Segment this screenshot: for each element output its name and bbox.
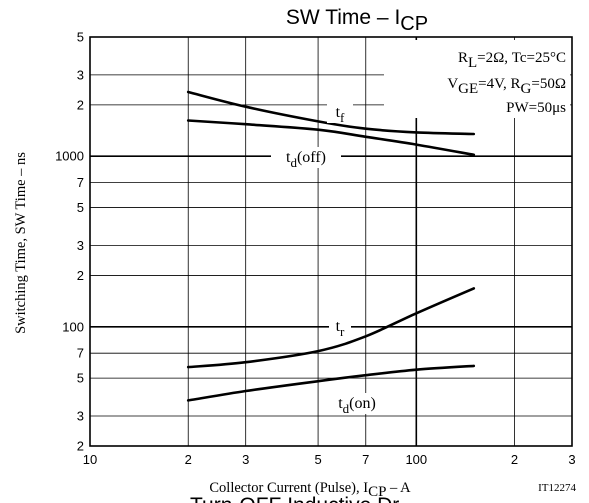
x-tick-label: 3 bbox=[568, 452, 575, 467]
x-tick-label: 10 bbox=[83, 452, 97, 467]
y-tick-label: 2 bbox=[77, 268, 84, 283]
x-tick-label: 100 bbox=[405, 452, 427, 467]
series-label-tr: tr bbox=[336, 318, 345, 339]
x-axis-label-tail: – A bbox=[386, 480, 411, 496]
chart-title: SW Time – ICP bbox=[286, 6, 428, 35]
chart-title-sub: CP bbox=[400, 13, 428, 35]
plot-frame bbox=[89, 36, 573, 447]
series-label-tdon-sub: d bbox=[343, 401, 350, 416]
series-label-tdoff-sub: d bbox=[290, 155, 297, 170]
y-tick-label: 2 bbox=[77, 97, 84, 112]
y-tick-label: 5 bbox=[77, 371, 84, 386]
series-label-tdoff-bg bbox=[271, 147, 341, 168]
y-tick-label: 1000 bbox=[55, 149, 84, 164]
x-axis-label: Collector Current (Pulse), ICP – A bbox=[209, 480, 411, 500]
footer-fragment: Turn-OFF Inductive Dr bbox=[190, 494, 399, 503]
series-label-tdon-bg bbox=[328, 393, 386, 414]
condition-part: =50Ω bbox=[531, 76, 566, 92]
series-tf-curve bbox=[186, 90, 476, 136]
series-label-tdon-main: t bbox=[338, 395, 343, 412]
series-label-tr-sub: r bbox=[340, 324, 345, 339]
series-label-tf-main: t bbox=[336, 104, 341, 121]
y-tick-label: 100 bbox=[62, 319, 84, 334]
x-tick-label: 3 bbox=[242, 452, 249, 467]
series-label-tdon-tail: (on) bbox=[349, 395, 376, 412]
series-label-tf-sub: f bbox=[340, 110, 345, 125]
y-axis-label: Switching Time, SW Time – ns bbox=[13, 152, 29, 334]
x-tick-label: 2 bbox=[511, 452, 518, 467]
condition-sub: L bbox=[468, 55, 477, 71]
series-label-tf: tf bbox=[336, 104, 345, 125]
condition-sub: GE bbox=[458, 81, 478, 97]
series-tr-curve bbox=[186, 287, 476, 369]
series-curves bbox=[186, 90, 476, 402]
series-tdon-curve bbox=[186, 364, 476, 402]
condition-part: =2Ω, Tc=25°C bbox=[477, 50, 566, 66]
series-tdoff-curve bbox=[186, 119, 476, 157]
y-tick-label: 3 bbox=[77, 238, 84, 253]
x-tick-label: 5 bbox=[314, 452, 321, 467]
y-tick-label: 2 bbox=[77, 439, 84, 454]
condition-part: =4V, R bbox=[478, 76, 520, 92]
condition-sub: G bbox=[521, 81, 532, 97]
condition-part: V bbox=[447, 76, 458, 92]
series-label-tdoff-main: t bbox=[286, 149, 291, 166]
condition-part: PW=50μs bbox=[506, 100, 566, 116]
x-axis-label-main: Collector Current (Pulse), I bbox=[209, 480, 368, 496]
series-label-tdoff: td(off) bbox=[286, 149, 326, 170]
series-label-tr-bg bbox=[329, 316, 351, 337]
x-tick-label: 2 bbox=[185, 452, 192, 467]
series-label-tdoff-tail: (off) bbox=[297, 149, 326, 166]
y-tick-label: 3 bbox=[77, 67, 84, 82]
condition-line: VGE=4V, RG=50Ω bbox=[447, 76, 566, 97]
y-tick-label: 3 bbox=[77, 408, 84, 423]
series-label-tf-bg bbox=[327, 102, 353, 123]
x-axis-label-sub: CP bbox=[368, 484, 386, 500]
condition-part: R bbox=[458, 50, 468, 66]
condition-line: PW=50μs bbox=[506, 100, 566, 116]
x-tick-label: 7 bbox=[362, 452, 369, 467]
condition-line: RL=2Ω, Tc=25°C bbox=[458, 50, 566, 71]
y-tick-label: 5 bbox=[77, 30, 84, 45]
series-label-tdon: td(on) bbox=[338, 395, 376, 416]
chart-title-main: SW Time – I bbox=[286, 6, 400, 29]
y-tick-label: 7 bbox=[77, 175, 84, 190]
y-tick-label: 7 bbox=[77, 346, 84, 361]
conditions-bg bbox=[384, 40, 570, 118]
figure-id: IT12274 bbox=[538, 482, 576, 494]
y-tick-label: 5 bbox=[77, 200, 84, 215]
series-label-tr-main: t bbox=[336, 318, 341, 335]
